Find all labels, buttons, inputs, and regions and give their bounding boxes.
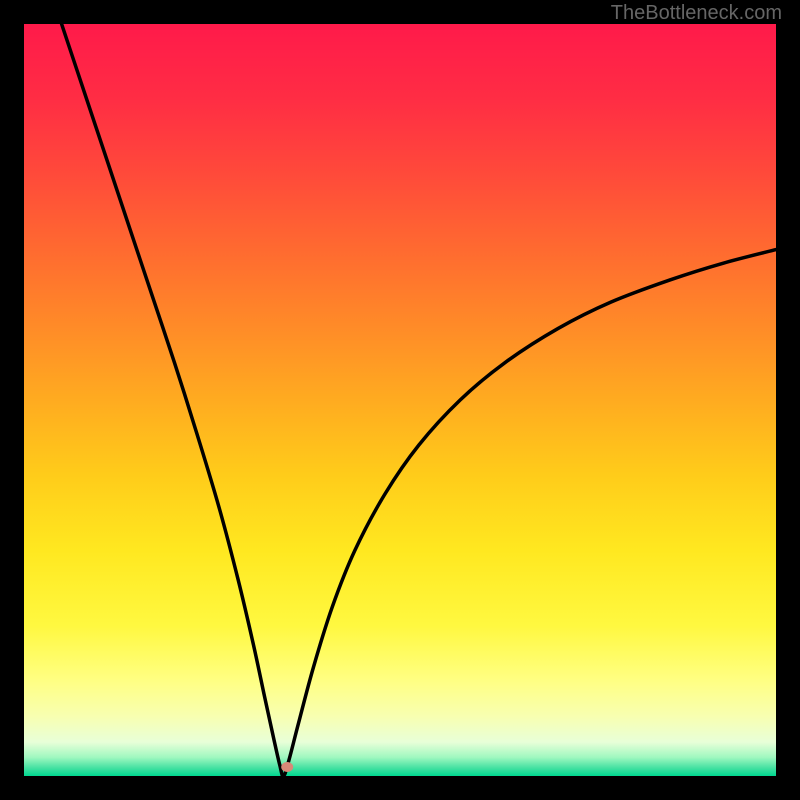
watermark-text: TheBottleneck.com <box>611 2 782 25</box>
chart-background <box>24 24 776 776</box>
bottleneck-point-marker <box>281 762 293 772</box>
chart-plot-area <box>24 24 776 776</box>
bottleneck-chart-svg <box>24 24 776 776</box>
